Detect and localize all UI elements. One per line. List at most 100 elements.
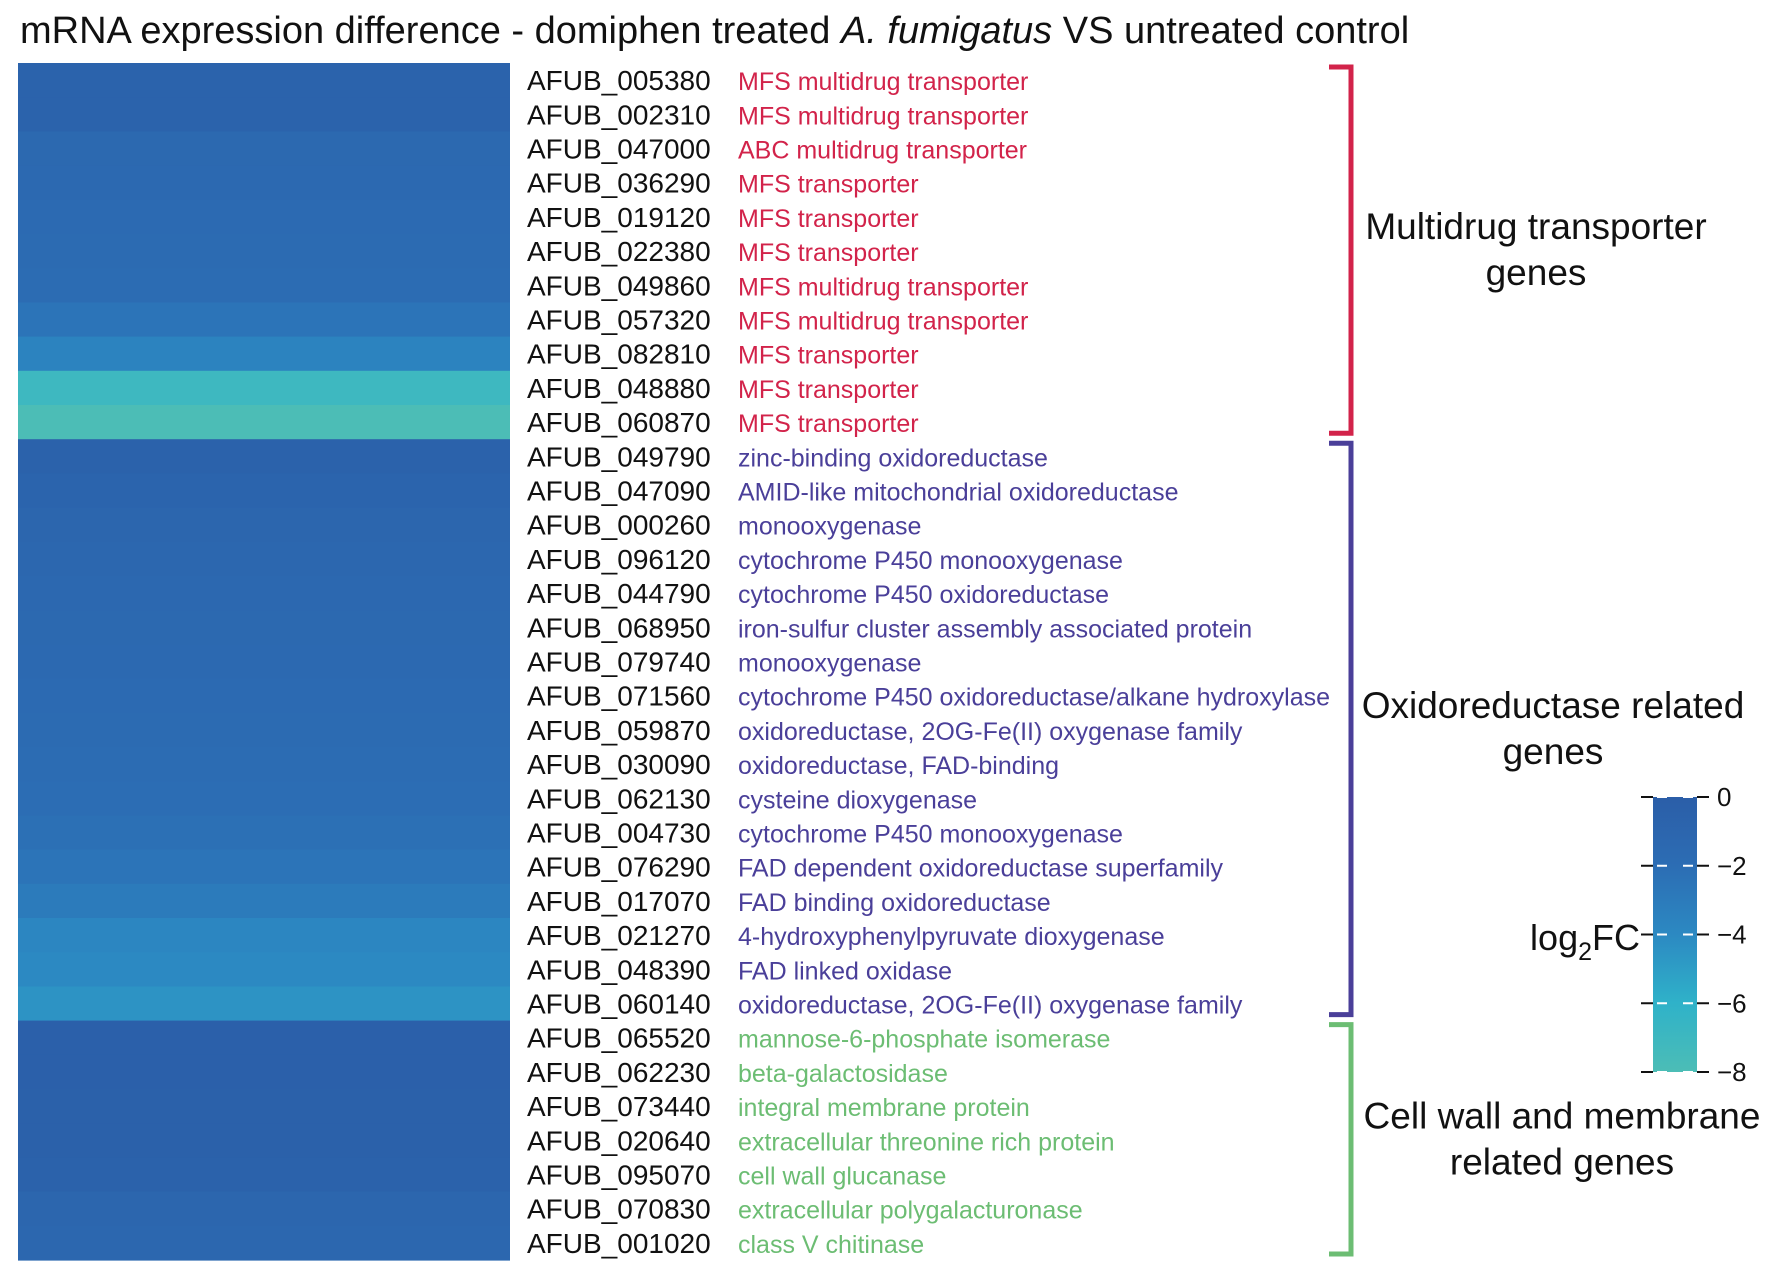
gene-id-label: AFUB_022380 (527, 236, 711, 267)
chart-title-suffix: VS untreated control (1052, 10, 1409, 52)
gene-description: cytochrome P450 monooxygenase (738, 821, 1123, 849)
group-label-line: Oxidoreductase related (1362, 685, 1745, 726)
gene-id-label: AFUB_060140 (527, 989, 711, 1020)
gene-id-label: AFUB_002310 (527, 99, 711, 130)
heatmap-cell (18, 507, 510, 543)
gene-id-label: AFUB_062130 (527, 783, 711, 814)
gene-description: beta-galactosidase (738, 1060, 948, 1088)
heatmap-cell (18, 405, 510, 440)
gene-description: oxidoreductase, FAD-binding (738, 752, 1059, 780)
heatmap-cell (18, 1123, 510, 1158)
gene-descriptions: MFS multidrug transporter MFS multidrug t… (738, 68, 1330, 1259)
heatmap-cell (18, 473, 510, 509)
gene-description: integral membrane protein (738, 1094, 1030, 1122)
group-label-line: genes (1503, 731, 1604, 772)
group-brackets (1329, 64, 1354, 1257)
gene-id-label: AFUB_036290 (527, 168, 711, 199)
legend-tick-label: −2 (1717, 851, 1747, 881)
gene-id-label: AFUB_047000 (527, 134, 711, 165)
gene-description: monooxygenase (738, 650, 921, 678)
heatmap-cell (18, 712, 510, 748)
heatmap-cell (18, 1157, 510, 1193)
gene-id-labels: AFUB_005380AFUB_002310AFUB_047000AFUB_03… (527, 65, 711, 1259)
group-bracket (1329, 64, 1354, 436)
gene-description: oxidoreductase, 2OG-Fe(II) oxygenase fam… (738, 992, 1243, 1020)
group-label-line: genes (1486, 252, 1587, 293)
gene-id-label: AFUB_065520 (527, 1023, 711, 1054)
gene-description: MFS transporter (738, 171, 919, 199)
gene-description: zinc-binding oxidoreductase (738, 444, 1048, 472)
gene-description: MFS transporter (738, 410, 919, 438)
gene-id-label: AFUB_030090 (527, 749, 711, 780)
heatmap-cell (18, 815, 510, 851)
gene-description: MFS multidrug transporter (738, 102, 1028, 130)
heatmap-cell (18, 1089, 510, 1124)
gene-description: 4-hydroxyphenylpyruvate dioxygenase (738, 923, 1165, 951)
gene-id-label: AFUB_076290 (527, 852, 711, 883)
gene-description: MFS multidrug transporter (738, 308, 1028, 336)
legend-title-main: log (1530, 917, 1578, 958)
group-label-line: Multidrug transporter (1365, 206, 1706, 247)
gene-id-label: AFUB_071560 (527, 681, 711, 712)
gene-description: extracellular threonine rich protein (738, 1128, 1115, 1156)
gene-description: cytochrome P450 monooxygenase (738, 547, 1123, 575)
gene-description: ABC multidrug transporter (738, 137, 1027, 165)
heatmap-cell (18, 576, 510, 611)
legend-title-subscript: 2 (1578, 938, 1592, 966)
heatmap-cell (18, 63, 510, 98)
heatmap-cell (18, 986, 510, 1022)
heatmap-cell (18, 610, 510, 645)
legend-title-end: FC (1592, 917, 1640, 958)
heatmap-cell (18, 952, 510, 987)
gene-id-label: AFUB_057320 (527, 305, 711, 336)
gene-id-label: AFUB_048390 (527, 954, 711, 985)
gene-id-label: AFUB_044790 (527, 578, 711, 609)
gene-id-label: AFUB_048880 (527, 373, 711, 404)
gene-id-label: AFUB_047090 (527, 476, 711, 507)
gene-id-label: AFUB_004730 (527, 818, 711, 849)
gene-id-label: AFUB_005380 (527, 65, 711, 96)
heatmap-cell (18, 644, 510, 680)
heatmap-cells (18, 63, 510, 1261)
gene-id-label: AFUB_068950 (527, 612, 711, 643)
gene-description: FAD linked oxidase (738, 957, 952, 985)
gene-description: MFS multidrug transporter (738, 68, 1028, 96)
gene-description: MFS transporter (738, 342, 919, 370)
legend-tick-label: −6 (1717, 988, 1747, 1018)
gene-id-label: AFUB_019120 (527, 202, 711, 233)
gene-description: MFS transporter (738, 239, 919, 267)
heatmap-cell (18, 302, 510, 338)
heatmap-cell (18, 336, 510, 372)
heatmap-cell (18, 131, 510, 167)
gene-id-label: AFUB_001020 (527, 1228, 711, 1259)
group-labels: Multidrug transporter genes Oxidoreductase… (1362, 206, 1761, 1182)
gene-id-label: AFUB_059870 (527, 715, 711, 746)
gene-id-label: AFUB_062230 (527, 1057, 711, 1088)
heatmap-cell (18, 1225, 510, 1261)
heatmap-cell (18, 1054, 510, 1090)
group-bracket (1329, 1022, 1354, 1257)
heatmap-cell (18, 781, 510, 816)
gene-id-label: AFUB_082810 (527, 339, 711, 370)
heatmap-cell (18, 918, 510, 953)
heatmap-cell (18, 165, 510, 201)
gene-description: FAD binding oxidoreductase (738, 889, 1051, 917)
heatmap-cell (18, 439, 510, 474)
gene-id-label: AFUB_021270 (527, 920, 711, 951)
gene-description: cytochrome P450 oxidoreductase/alkane hy… (738, 684, 1330, 712)
gene-description: class V chitinase (738, 1231, 924, 1259)
gene-id-label: AFUB_096120 (527, 544, 711, 575)
gene-id-label: AFUB_000260 (527, 510, 711, 541)
heatmap-cell (18, 268, 510, 303)
legend-tick-label: 0 (1717, 782, 1731, 812)
heatmap-cell (18, 1191, 510, 1227)
gene-description: extracellular polygalacturonase (738, 1197, 1083, 1225)
chart-title: mRNA expression difference - domiphen tr… (20, 10, 1409, 52)
heatmap-cell (18, 747, 510, 782)
gene-description: MFS transporter (738, 376, 919, 404)
heatmap-cell (18, 849, 510, 885)
heatmap-cell (18, 370, 510, 406)
legend-title: log2FC (1530, 917, 1640, 966)
gene-description: MFS transporter (738, 205, 919, 233)
